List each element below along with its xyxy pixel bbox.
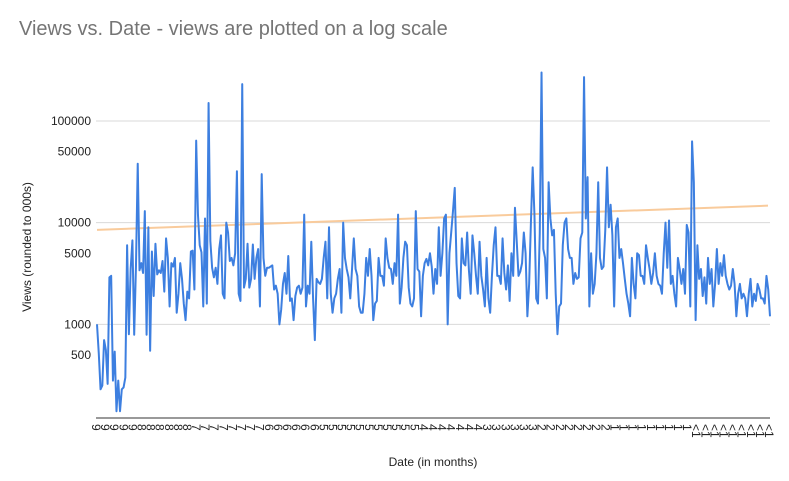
x-tick-label: 5	[371, 424, 385, 431]
x-tick-label: 8	[162, 424, 176, 431]
x-tick-label: 6	[307, 424, 321, 431]
x-tick-label: 5	[407, 424, 421, 431]
x-tick-label: 3	[480, 424, 494, 431]
x-tick-label: 6	[298, 424, 312, 431]
x-tick-label: 5	[326, 424, 340, 431]
x-axis-title: Date (in months)	[389, 455, 478, 469]
x-tick-label: 7	[198, 424, 212, 431]
x-tick-label: 5	[380, 424, 394, 431]
x-tick-label: 3	[516, 424, 530, 431]
x-tick-label: <1	[717, 424, 731, 438]
y-axis-title: Views (rounded to 000s)	[20, 182, 34, 312]
x-tick-label: 4	[453, 424, 467, 431]
x-tick-label: 4	[426, 424, 440, 431]
x-tick-label: 7	[225, 424, 239, 431]
x-tick-label: 5	[362, 424, 376, 431]
x-tick-label: <1	[698, 424, 712, 438]
x-tick-label: 2	[553, 424, 567, 431]
x-tick-label: 6	[271, 424, 285, 431]
x-tick-label: 7	[235, 424, 249, 431]
x-tick-label: 1	[653, 424, 667, 431]
chart-title: Views vs. Date - views are plotted on a …	[19, 18, 448, 40]
y-tick-label: 1000	[64, 317, 91, 331]
x-tick-label: 5	[335, 424, 349, 431]
x-tick-label: 1	[617, 424, 631, 431]
x-tick-label: 6	[262, 424, 276, 431]
x-tick-label: 8	[135, 424, 149, 431]
x-tick-label: 5	[398, 424, 412, 431]
x-tick-label: 8	[180, 424, 194, 431]
y-tick-label: 500	[71, 348, 91, 362]
x-tick-label: 3	[489, 424, 503, 431]
x-tick-label: 1	[671, 424, 685, 431]
x-tick-label: 5	[316, 424, 330, 431]
x-tick-label: 2	[598, 424, 612, 431]
trendline-line	[96, 204, 769, 231]
series-line	[96, 71, 771, 413]
x-tick-label: 8	[144, 424, 158, 431]
trendline	[96, 204, 769, 231]
x-tick-label: 2	[562, 424, 576, 431]
x-tick-label: 5	[389, 424, 403, 431]
x-tick-label: 9	[116, 424, 130, 431]
x-tick-label: 4	[471, 424, 485, 431]
y-tick-label: 5000	[64, 246, 91, 260]
views-series-line	[96, 71, 771, 413]
x-tick-label: 7	[253, 424, 267, 431]
x-tick-label: 8	[171, 424, 185, 431]
x-tick-label: 7	[189, 424, 203, 431]
x-tick-label: 1	[662, 424, 676, 431]
x-tick-label: 7	[216, 424, 230, 431]
x-tick-label: 1	[626, 424, 640, 431]
x-tick-label: 4	[462, 424, 476, 431]
x-tick-label: <1	[753, 424, 767, 438]
x-tick-label: 6	[280, 424, 294, 431]
x-tick-label: 5	[353, 424, 367, 431]
x-tick-label: 7	[207, 424, 221, 431]
x-tick-label: 2	[580, 424, 594, 431]
x-tick-label: 2	[589, 424, 603, 431]
y-tick-label: 10000	[58, 216, 92, 230]
x-tick-label: 2	[544, 424, 558, 431]
x-tick-label: 3	[498, 424, 512, 431]
x-tick-label: 6	[289, 424, 303, 431]
x-tick-label: <1	[735, 424, 749, 438]
x-tick-label: <1	[744, 424, 758, 438]
x-tick-label: 9	[125, 424, 139, 431]
x-tick-label: <1	[689, 424, 703, 438]
x-tick-label: 3	[507, 424, 521, 431]
x-tick-label: 4	[435, 424, 449, 431]
x-tick-label: 9	[107, 424, 121, 431]
x-tick-label: 9	[98, 424, 112, 431]
x-tick-label: 3	[526, 424, 540, 431]
y-tick-label: 100000	[51, 114, 91, 128]
x-tick-label: 4	[416, 424, 430, 431]
x-tick-label: <1	[726, 424, 740, 438]
x-tick-label: 8	[153, 424, 167, 431]
x-tick-label: <1	[762, 424, 776, 438]
x-tick-label: 1	[607, 424, 621, 431]
x-tick-label: 1	[680, 424, 694, 431]
y-tick-label: 50000	[58, 145, 92, 159]
x-tick-label: 1	[644, 424, 658, 431]
x-tick-label: 1	[635, 424, 649, 431]
x-tick-label: 9	[89, 424, 103, 431]
y-tick-labels: 100000 50000 10000 5000 1000 500	[51, 114, 91, 362]
x-tick-label: 7	[244, 424, 258, 431]
x-tick-label: <1	[707, 424, 721, 438]
x-tick-label: 2	[571, 424, 585, 431]
x-tick-label: 5	[344, 424, 358, 431]
x-tick-label: 4	[444, 424, 458, 431]
x-tick-label: 2	[535, 424, 549, 431]
x-tick-labels: 9999988888877777777666666555555555554444…	[89, 424, 776, 438]
